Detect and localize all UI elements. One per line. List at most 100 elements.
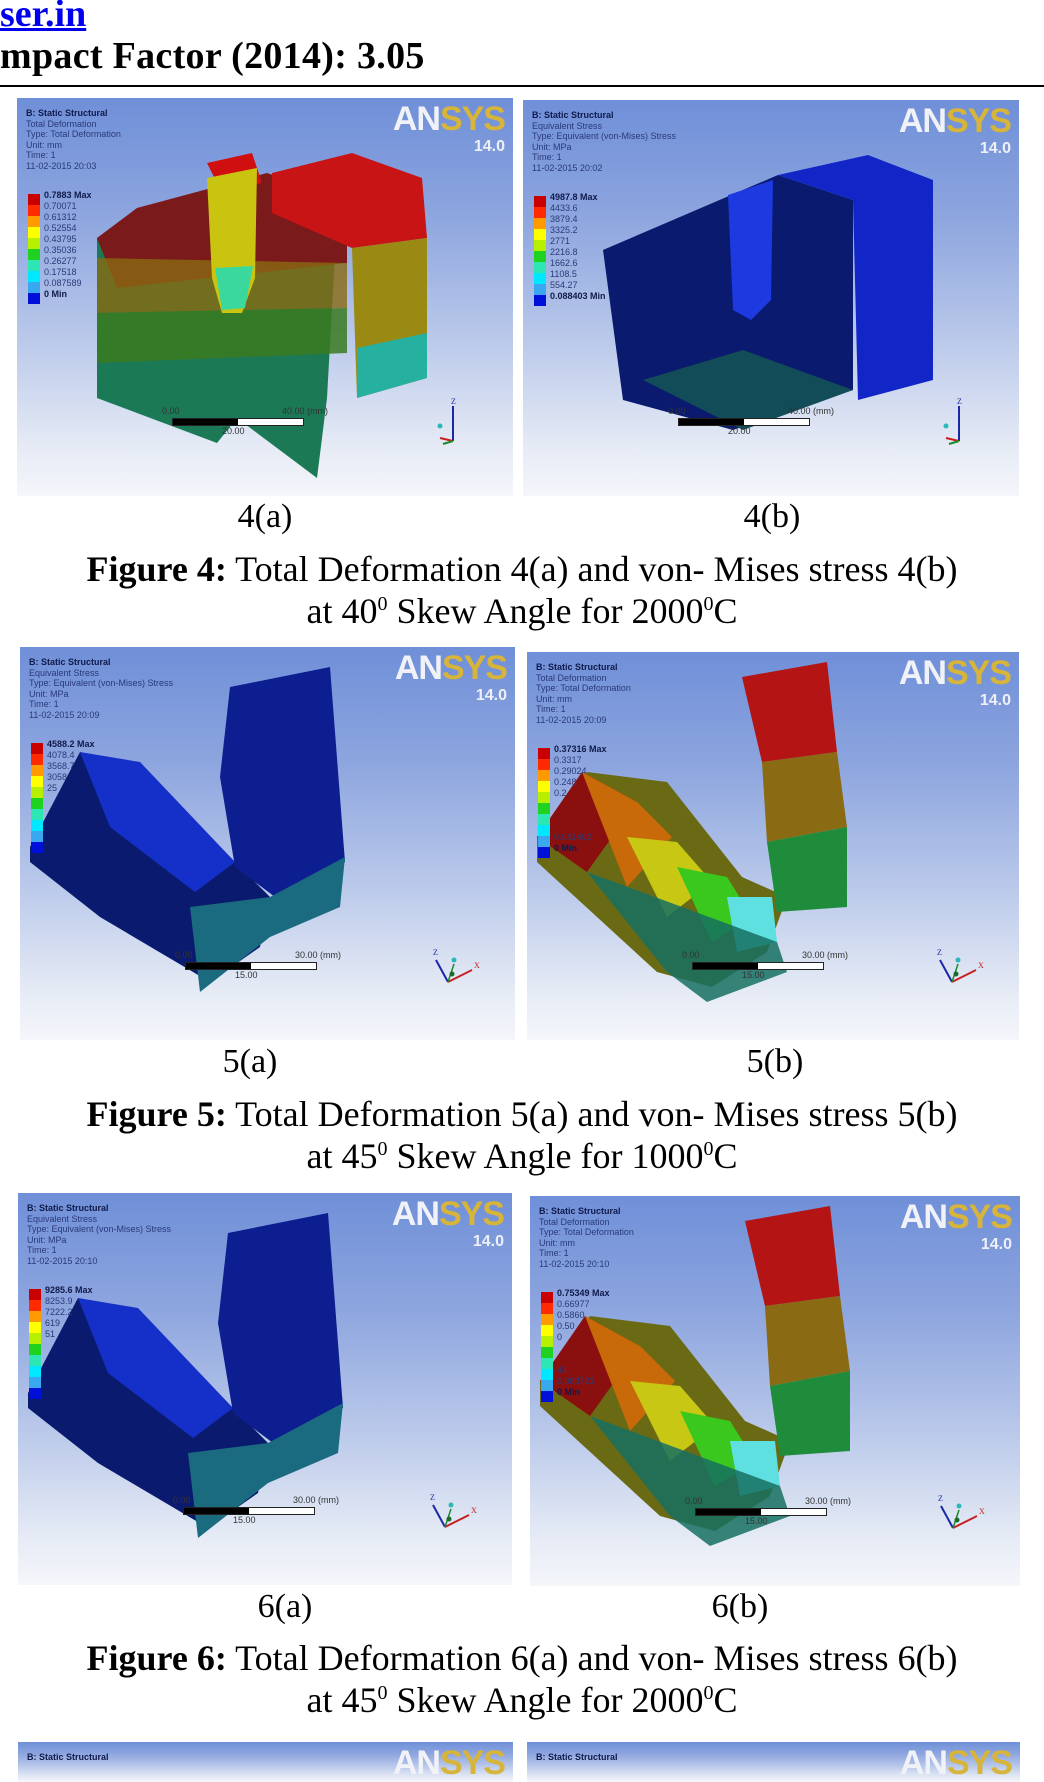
caption-text: at 45 bbox=[306, 1136, 378, 1176]
scale-bar: 0.00 40.00 (mm) 20.00 bbox=[162, 406, 372, 440]
legend-value bbox=[45, 1351, 93, 1362]
svg-text:Z: Z bbox=[430, 1493, 435, 1502]
legend-value: 3879.4 bbox=[550, 214, 578, 224]
ansys-logo: ANSYS 14.0 bbox=[394, 649, 508, 705]
legend-swatch bbox=[31, 754, 43, 765]
legend-value: 9285.6 Max bbox=[45, 1285, 93, 1295]
legend-swatch bbox=[28, 216, 40, 227]
version-label: 14.0 bbox=[979, 140, 1011, 157]
logo-text: SYS bbox=[439, 1744, 506, 1782]
legend-swatch bbox=[534, 284, 546, 295]
caption-text: C bbox=[713, 1136, 738, 1176]
legend-value: 51 bbox=[45, 1329, 56, 1339]
legend-value: 0.088403 Min bbox=[550, 291, 606, 301]
logo-text: AN bbox=[899, 1744, 948, 1782]
legend-value: 0.61312 bbox=[44, 212, 77, 222]
legend-swatch bbox=[538, 836, 550, 847]
caption-text: Total Deformation 6(a) and von- Mises st… bbox=[226, 1638, 958, 1678]
scale-mid: 20.00 bbox=[222, 426, 245, 436]
figure-6-caption: Figure 6: Total Deformation 6(a) and von… bbox=[0, 1637, 1044, 1721]
figure-5-caption: Figure 5: Total Deformation 5(a) and von… bbox=[0, 1093, 1044, 1177]
legend-swatch bbox=[538, 803, 550, 814]
fea-model-render bbox=[97, 153, 427, 478]
axis-triad-icon: ZX bbox=[937, 948, 984, 983]
legend-swatch bbox=[538, 770, 550, 781]
legend-swatch bbox=[534, 273, 546, 284]
legend-swatch bbox=[28, 205, 40, 216]
result-details: B: Static Structural bbox=[27, 1752, 109, 1763]
caption-text: Skew Angle for 2000 bbox=[387, 1680, 704, 1720]
legend-value: 0.7883 Max bbox=[44, 190, 92, 200]
svg-text:Z: Z bbox=[451, 397, 456, 406]
ansys-result-panel: B: Static Structural Total Deformation Typ… bbox=[527, 652, 1019, 1040]
scale-end: 40.00 (mm) bbox=[282, 406, 329, 416]
legend-swatch bbox=[534, 207, 546, 218]
result-detail-line: 11-02-2015 20:09 bbox=[29, 709, 100, 720]
legend-value bbox=[557, 1354, 610, 1365]
ansys-logo: ANSYS bbox=[899, 1744, 1013, 1782]
scale-end: 30.00 (mm) bbox=[293, 1495, 340, 1505]
legend-swatch bbox=[538, 814, 550, 825]
legend-swatch bbox=[28, 271, 40, 282]
caption-label: Figure 4: bbox=[86, 549, 227, 589]
legend-swatch bbox=[31, 820, 43, 831]
legend-value: 0.083721 bbox=[557, 1376, 595, 1386]
legend-swatch bbox=[541, 1369, 553, 1380]
version-label: 14.0 bbox=[980, 1236, 1012, 1253]
legend-value: 3325.2 bbox=[550, 225, 578, 235]
legend-swatch bbox=[534, 218, 546, 229]
legend-swatch bbox=[29, 1366, 41, 1377]
logo-text: SYS bbox=[946, 1744, 1013, 1782]
scale-bar: 0.00 40.00 (mm) 20.00 bbox=[668, 406, 878, 440]
legend-swatch bbox=[31, 798, 43, 809]
legend-swatch bbox=[31, 831, 43, 842]
legend-value bbox=[45, 1362, 93, 1373]
analysis-title: B: Static Structural bbox=[27, 1203, 109, 1213]
scale-bar-graphic bbox=[695, 1508, 827, 1516]
legend-swatch bbox=[31, 765, 43, 776]
legend-swatch bbox=[541, 1303, 553, 1314]
ansys-logo: ANSYS 14.0 bbox=[898, 102, 1012, 158]
legend-swatch bbox=[29, 1344, 41, 1355]
legend-value: 0.37316 Max bbox=[554, 744, 607, 754]
analysis-title: B: Static Structural bbox=[27, 1752, 109, 1762]
scale-bar-graphic bbox=[678, 418, 810, 426]
svg-text:Z: Z bbox=[433, 948, 438, 957]
journal-url-link[interactable]: ser.in bbox=[0, 0, 87, 35]
legend-value: 0.087589 bbox=[44, 278, 82, 288]
scale-mid: 15.00 bbox=[745, 1516, 768, 1526]
ansys-result-panel: B: Static Structural Equivalent Stress Typ… bbox=[18, 1193, 512, 1585]
ansys-logo: ANSYS 14.0 bbox=[900, 1200, 1013, 1254]
legend-value bbox=[47, 805, 95, 816]
result-detail-line: Unit: MPa bbox=[27, 1234, 67, 1245]
legend-value: 0.35036 bbox=[44, 245, 77, 255]
ansys-logo: ANSYS 14.0 bbox=[899, 656, 1012, 710]
axis-triad-icon: ZX bbox=[938, 1494, 985, 1529]
scale-bar-graphic bbox=[692, 962, 824, 970]
legend-swatch bbox=[29, 1355, 41, 1366]
ansys-result-panel: B: Static Structural Total Deformation Typ… bbox=[530, 1196, 1020, 1586]
ansys-logo: ANSYS 14.0 bbox=[393, 102, 506, 156]
legend-value: 0.50 bbox=[557, 1321, 575, 1331]
analysis-title: B: Static Structural bbox=[532, 110, 614, 120]
fea-model-render bbox=[28, 1213, 343, 1538]
scale-bar: 0.00 30.00 (mm) 15.00 bbox=[175, 950, 385, 984]
legend-value: 619 bbox=[45, 1318, 61, 1328]
result-detail-line: Equivalent Stress bbox=[27, 1213, 98, 1224]
result-detail-line: Type: Equivalent (von-Mises) Stress bbox=[29, 678, 174, 688]
result-detail-line: Type: Equivalent (von-Mises) Stress bbox=[532, 131, 677, 141]
impact-factor-header: mpact Factor (2014): 3.05 bbox=[0, 35, 425, 77]
logo-text: AN bbox=[394, 649, 443, 687]
legend-value: 0.70071 bbox=[44, 201, 77, 211]
analysis-title: B: Static Structural bbox=[536, 662, 618, 672]
version-label: 14.0 bbox=[475, 687, 507, 704]
result-detail-line: 11-02-2015 20:10 bbox=[539, 1258, 610, 1269]
logo-text: AN bbox=[898, 102, 947, 140]
legend-swatch bbox=[534, 240, 546, 251]
legend-color-bar bbox=[541, 1292, 553, 1402]
legend-value: 0 Min bbox=[44, 289, 68, 299]
result-details: B: Static Structural Total Deformation Typ… bbox=[26, 108, 121, 171]
ansys-result-panel: B: Static Structural Total Deformation Typ… bbox=[17, 98, 513, 496]
legend-swatch bbox=[541, 1358, 553, 1369]
legend-swatch bbox=[29, 1311, 41, 1322]
